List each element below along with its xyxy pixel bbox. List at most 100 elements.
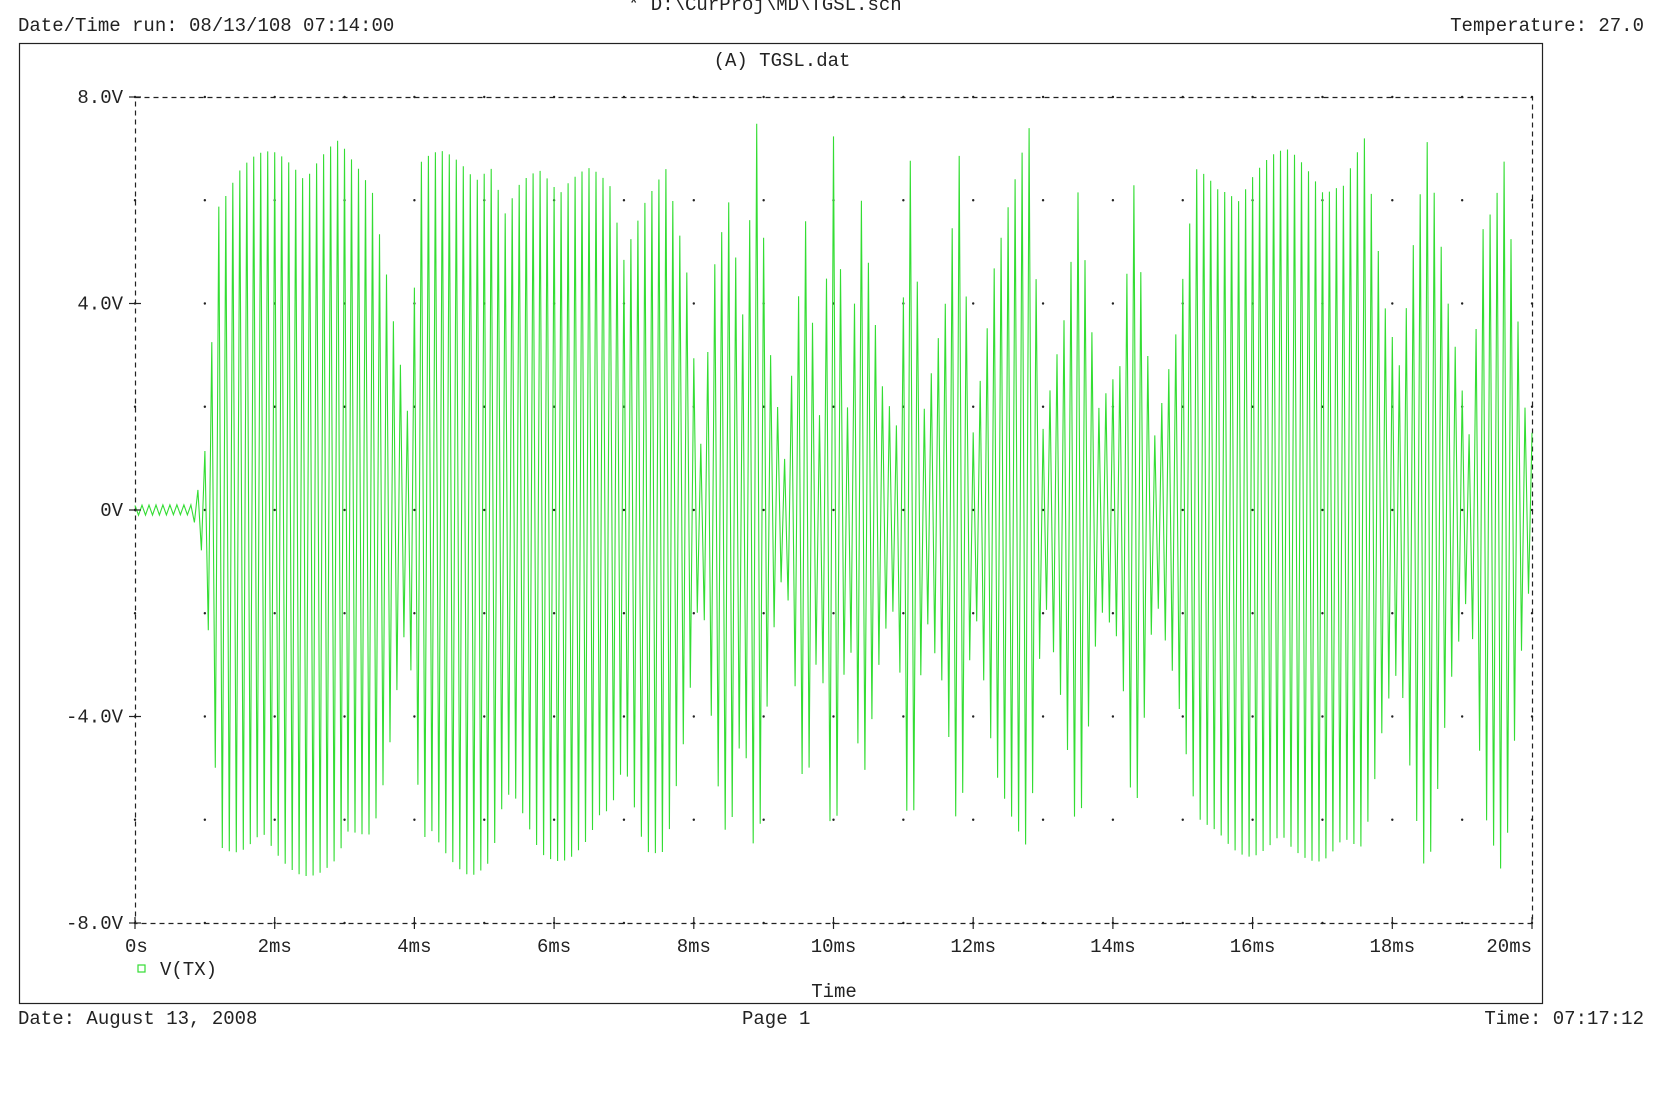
- grid-dot: [1041, 508, 1045, 512]
- grid-dot: [552, 508, 556, 512]
- grid-dot: [762, 95, 765, 99]
- x-axis-label: Time: [811, 981, 857, 1003]
- grid-dot: [1460, 199, 1464, 202]
- y-tick-label: 4.0V: [77, 294, 123, 316]
- grid-dot: [622, 715, 626, 718]
- grid-dot: [203, 612, 207, 615]
- grid-dot: [203, 199, 207, 202]
- grid-dot: [1111, 715, 1115, 718]
- grid-dot: [762, 199, 765, 202]
- grid-dot: [692, 508, 695, 512]
- grid-dot: [1251, 818, 1254, 821]
- grid-dot: [133, 818, 137, 821]
- grid-dot: [692, 302, 695, 305]
- grid-dot: [692, 199, 695, 202]
- grid-dot: [1181, 921, 1184, 925]
- y-tick-label: -4.0V: [66, 707, 124, 729]
- grid-dot: [1321, 818, 1324, 821]
- grid-dot: [972, 612, 975, 615]
- grid-dot: [483, 95, 486, 99]
- grid-dot: [692, 612, 695, 615]
- grid-dot: [832, 612, 835, 615]
- grid-dot: [762, 612, 765, 615]
- grid-dot: [1181, 612, 1184, 615]
- grid-dot: [343, 715, 346, 718]
- grid-dot: [622, 818, 626, 821]
- series-v-tx: [134, 123, 1533, 877]
- grid-dot: [203, 818, 207, 821]
- grid-dot: [832, 405, 835, 408]
- grid-dot: [622, 612, 626, 615]
- grid-dot: [1321, 715, 1324, 718]
- x-tick-label: 0s: [125, 936, 148, 958]
- grid-dot: [1251, 715, 1254, 718]
- grid-dot: [1460, 612, 1464, 615]
- grid-dot: [1041, 302, 1045, 305]
- grid-dot: [622, 199, 626, 202]
- grid-dot: [1111, 508, 1115, 512]
- grid-dot: [972, 818, 975, 821]
- grid-dot: [203, 715, 207, 718]
- grid-dot: [413, 612, 416, 615]
- grid-dot: [1321, 508, 1324, 512]
- x-tick-label: 8ms: [677, 936, 711, 958]
- grid-dot: [1111, 612, 1115, 615]
- grid-dot: [1181, 508, 1184, 512]
- x-axis: 0s 2ms 4ms 6ms 8ms 10ms 12ms 14ms 16ms 18ms 20ms: [125, 917, 1533, 958]
- grid-dot: [1041, 612, 1045, 615]
- y-tick-label: 8.0V: [77, 87, 123, 109]
- grid-dot: [832, 715, 835, 718]
- grid-dot: [1111, 199, 1115, 202]
- grid-dot: [1251, 612, 1254, 615]
- grid-dot: [203, 302, 207, 305]
- grid-dot: [273, 612, 276, 615]
- footer-page: Page 1: [742, 1008, 811, 1030]
- grid-dot: [483, 715, 486, 718]
- grid-dot: [413, 818, 416, 821]
- grid-dot: [1181, 199, 1184, 202]
- grid-dot: [972, 405, 975, 408]
- grid-dot: [273, 405, 276, 408]
- x-tick-label: 18ms: [1369, 936, 1415, 958]
- grid-dot: [483, 508, 486, 512]
- grid-dot: [203, 405, 207, 408]
- grid-dot: [1391, 302, 1394, 305]
- grid-dot: [1251, 508, 1254, 512]
- grid-dot: [1391, 818, 1394, 821]
- grid-dot: [1391, 508, 1394, 512]
- grid-dot: [1460, 715, 1464, 718]
- grid-dot: [1460, 508, 1464, 512]
- grid-dot: [1321, 95, 1324, 99]
- grid-dot: [762, 508, 765, 512]
- grid-dot: [133, 405, 137, 408]
- y-axis: 8.0V 4.0V 0V -4.0V -8.0V: [66, 87, 141, 935]
- grid-dot: [1041, 405, 1045, 408]
- grid-dot: [343, 612, 346, 615]
- grid-dot: [1321, 612, 1324, 615]
- y-tick-label: 0V: [100, 500, 123, 522]
- grid-dot: [343, 508, 346, 512]
- x-tick-label: 6ms: [537, 936, 571, 958]
- grid-dot: [203, 508, 207, 512]
- grid-dot: [762, 715, 765, 718]
- grid-dot: [1251, 405, 1254, 408]
- grid-dot: [552, 715, 556, 718]
- grid-dot: [692, 715, 695, 718]
- footer-time: Time: 07:17:12: [1484, 1008, 1644, 1030]
- grid-dot: [483, 612, 486, 615]
- grid-dot: [762, 818, 765, 821]
- grid-dot: [273, 508, 276, 512]
- grid-dot: [692, 818, 695, 821]
- x-tick-label: 12ms: [950, 936, 996, 958]
- temperature-label: Temperature: 27.0: [1450, 15, 1644, 37]
- grid-dot: [413, 199, 416, 202]
- grid-dot: [832, 818, 835, 821]
- grid-dot: [902, 199, 905, 202]
- grid-dot: [1111, 818, 1115, 821]
- grid-dot: [902, 612, 905, 615]
- file-path-title: * D:\CurProj\MD\TGSL.sch: [628, 0, 902, 16]
- grid-dot: [133, 612, 137, 615]
- grid-dot: [273, 818, 276, 821]
- x-tick-label: 16ms: [1230, 936, 1276, 958]
- footer-date: Date: August 13, 2008: [18, 1008, 258, 1030]
